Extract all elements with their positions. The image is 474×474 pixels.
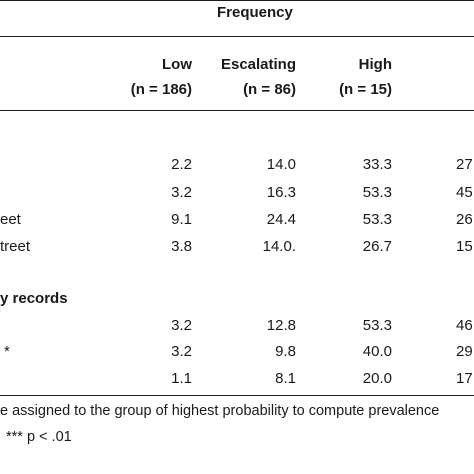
cell-low: 2.2 [171,156,192,173]
cell-escalating: 8.1 [275,370,296,387]
column-header-low-n: (n = 186) [130,81,192,98]
cell-low: 3.2 [171,184,192,201]
header-group-rule [0,36,474,37]
footnote-line-1: e assigned to the group of highest proba… [0,403,440,419]
column-header-low: Low [162,56,192,73]
column-header-high-n: (n = 15) [339,81,392,98]
cell-next: 15 [456,238,473,255]
cell-escalating: 12.8 [266,317,296,334]
row-label: eet [0,211,21,228]
table-top-rule [0,0,474,1]
row-label: treet [0,238,31,255]
cell-escalating: 16.3 [266,184,296,201]
row-label: * [4,343,10,360]
cell-high: 26.7 [362,238,392,255]
cell-low: 1.1 [171,370,192,387]
cell-high: 53.3 [362,211,392,228]
column-header-escalating-n: (n = 86) [243,81,296,98]
cell-high: 53.3 [362,184,392,201]
cell-low: 3.2 [171,343,192,360]
cell-next: 29 [456,343,473,360]
cell-next: 45 [456,184,473,201]
cell-escalating: 24.4 [266,211,296,228]
cell-next: 46 [456,317,473,334]
cell-high: 33.3 [362,156,392,173]
cell-low: 3.2 [171,317,192,334]
table-bottom-rule [0,395,474,396]
cell-escalating: 9.8 [275,343,296,360]
cell-high: 40.0 [362,343,392,360]
column-header-escalating: Escalating [220,56,296,73]
footnote-line-2: *** p < .01 [6,429,72,445]
cell-low: 3.8 [171,238,192,255]
header-bottom-rule [0,110,474,111]
cell-next: 26 [456,211,473,228]
cell-escalating: 14.0. [262,238,296,255]
cell-low: 9.1 [171,211,192,228]
cell-high: 20.0 [362,370,392,387]
column-header-high: High [358,56,392,73]
frequency-header: Frequency [217,4,293,21]
cell-escalating: 14.0 [266,156,296,173]
section2-title: y records [0,290,68,307]
cell-next: 17 [456,370,473,387]
cell-high: 53.3 [362,317,392,334]
cell-next: 27 [456,156,473,173]
